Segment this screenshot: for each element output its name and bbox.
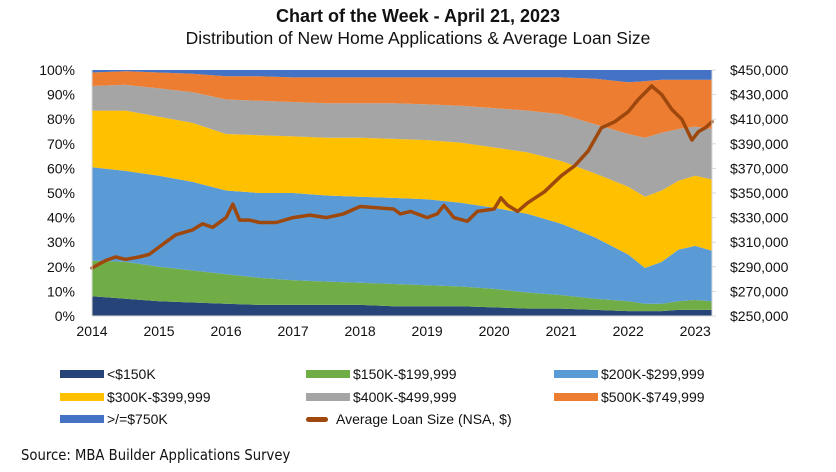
x-tick-label: 2021 [546,323,577,339]
stacked-areas [92,70,712,316]
legend-label: $200K-$299,999 [601,366,705,382]
y-left-tick-label: 70% [47,136,75,152]
x-tick-label: 2020 [479,323,510,339]
x-tick-label: 2016 [210,323,241,339]
x-tick-label: 2017 [278,323,309,339]
legend-item-avg-loan: Average Loan Size (NSA, $) [306,411,512,427]
y-right-tick-label: $310,000 [730,234,789,250]
axes: 0% 10% 20% 30% 40% 50% 60% 70% 80% 90% 100% $250,00… [39,62,788,339]
legend-item-300k-399k: $300K-$399,999 [60,389,211,405]
y-left-tick-label: 100% [39,62,75,78]
chart-subtitle: Distribution of New Home Applications & … [185,28,651,48]
x-tick-label: 2018 [345,323,376,339]
legend-item-200k-299k: $200K-$299,999 [554,366,705,382]
y-left-tick-label: 60% [47,160,75,176]
area-series-5 [92,71,712,138]
y-left-tick-label: 20% [47,259,75,275]
legend-label: $400K-$499,999 [353,389,457,405]
area-series-6 [92,70,712,83]
y-right-tick-label: $350,000 [730,185,789,201]
legend-label: <$150K [107,366,156,382]
y-left-tick-label: 80% [47,111,75,127]
x-tick-label: 2023 [680,323,711,339]
y-left-tick-label: 50% [47,185,75,201]
chart-title: Chart of the Week - April 21, 2023 [275,6,561,26]
legend-swatch-lt150k [60,370,104,378]
area-series-2 [92,167,712,304]
x-tick-label: 2015 [143,323,174,339]
legend-swatch-gte750k [60,415,104,423]
y-right-tick-label: $370,000 [730,160,789,176]
legend-item-500k-749k: $500K-$749,999 [554,389,705,405]
legend-swatch-150k-199k [306,370,350,378]
legend-swatch-200k-299k [554,370,598,378]
legend-label: >/=$750K [107,411,168,427]
loan-line-group [90,84,714,270]
avg-loan-size-line [90,84,714,270]
legend-label: $300K-$399,999 [107,389,211,405]
legend-swatch-avg-loan [306,416,328,422]
legend-swatch-400k-499k [306,393,350,401]
legend-label: $150K-$199,999 [353,366,457,382]
y-left-tick-label: 90% [47,87,75,103]
y-left-tick-label: 0% [55,308,75,324]
y-left-tick-label: 40% [47,210,75,226]
legend-item-400k-499k: $400K-$499,999 [306,389,457,405]
y-right-tick-label: $410,000 [730,111,789,127]
legend-label: Average Loan Size (NSA, $) [336,411,512,427]
legend-swatch-500k-749k [554,393,598,401]
legend-item-150k-199k: $150K-$199,999 [306,366,457,382]
area-series-4 [92,84,712,197]
y-right-tick-label: $330,000 [730,210,789,226]
legend-swatch-300k-399k [60,393,104,401]
area-series-3 [92,110,712,268]
y-right-tick-label: $450,000 [730,62,789,78]
area-series-1 [92,260,712,312]
y-left-tick-label: 10% [47,283,75,299]
source-note: Source: MBA Builder Applications Survey [21,446,291,464]
y-right-tick-label: $290,000 [730,259,789,275]
area-series-0 [92,296,712,316]
legend-label: $500K-$749,999 [601,389,705,405]
y-right-tick-label: $250,000 [730,308,789,324]
x-tick-label: 2019 [412,323,443,339]
y-right-tick-label: $390,000 [730,136,789,152]
y-right-tick-label: $430,000 [730,87,789,103]
y-left-tick-label: 30% [47,234,75,250]
legend-item-gte750k: >/=$750K [60,411,168,427]
legend-item-lt150k: <$150K [60,366,156,382]
x-tick-label: 2014 [76,323,107,339]
x-tick-label: 2022 [613,323,644,339]
y-right-tick-label: $270,000 [730,283,789,299]
